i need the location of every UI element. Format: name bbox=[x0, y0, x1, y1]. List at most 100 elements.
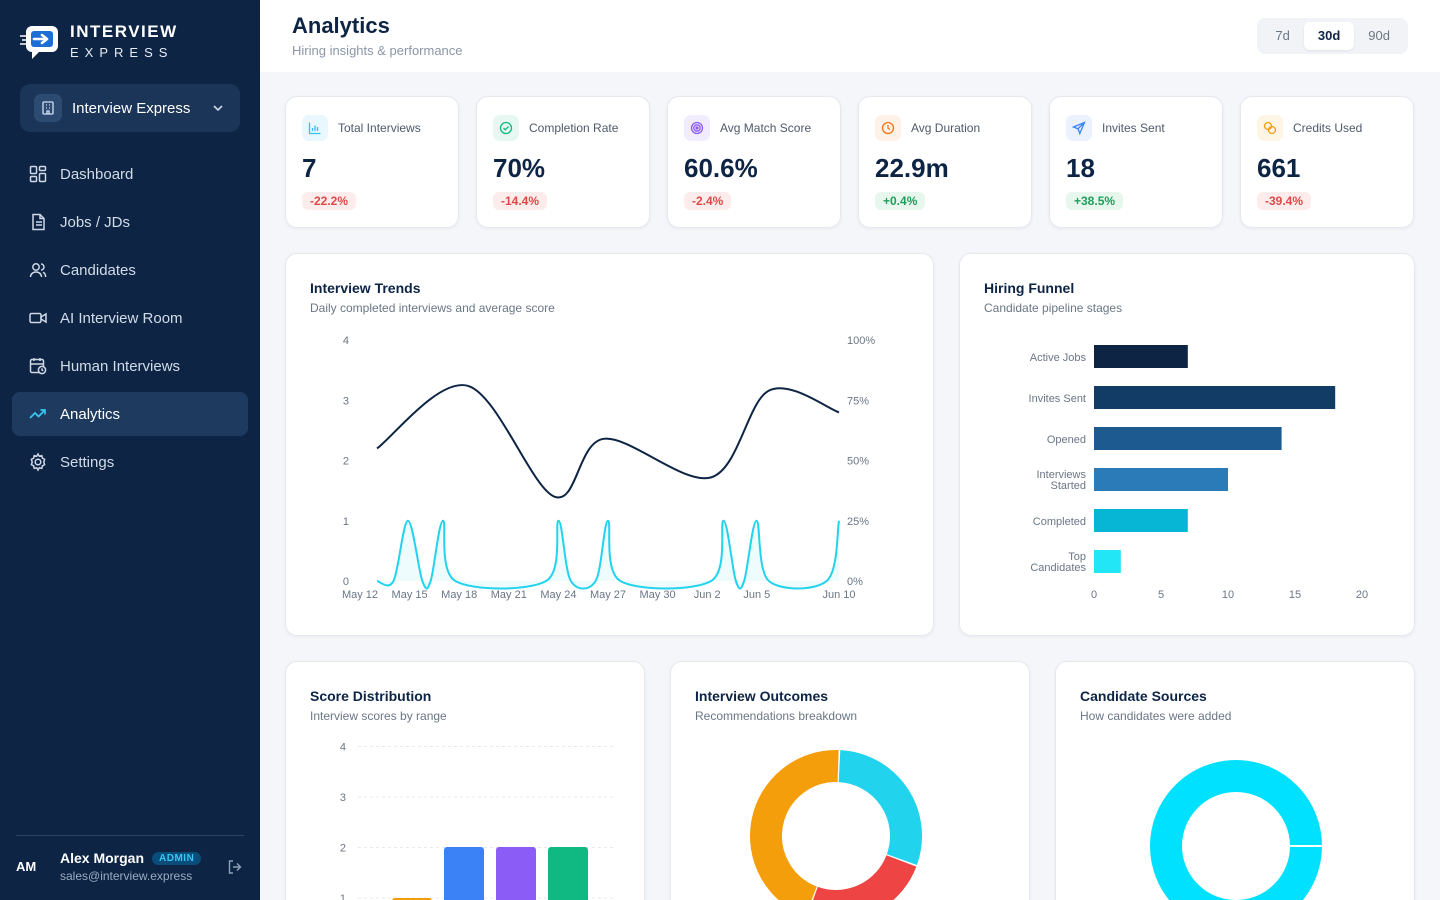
sidebar-item-label: Dashboard bbox=[60, 165, 134, 183]
funnel-bar bbox=[1094, 550, 1121, 573]
kpi-card-total-interviews: Total Interviews 7 -22.2% bbox=[285, 96, 459, 228]
x-axis-tick: May 30 bbox=[640, 589, 676, 601]
range-30d-button[interactable]: 30d bbox=[1303, 22, 1355, 50]
sidebar-item-jobs[interactable]: Jobs / JDs bbox=[12, 200, 248, 244]
kpi-value: 22.9m bbox=[875, 153, 949, 183]
kpi-change-badge: -22.2% bbox=[302, 192, 357, 210]
x-axis-tick: May 12 bbox=[342, 589, 378, 601]
sidebar-item-analytics[interactable]: Analytics bbox=[12, 392, 248, 436]
sidebar-item-label: AI Interview Room bbox=[60, 309, 183, 327]
y-axis-tick-left: 0 bbox=[343, 576, 349, 588]
kpi-card-avg-duration: Avg Duration 22.9m +0.4% bbox=[858, 96, 1032, 228]
dashboard-icon bbox=[29, 165, 47, 183]
funnel-label: Completed bbox=[1033, 516, 1086, 528]
score-bar bbox=[444, 847, 484, 900]
series-line-1 bbox=[376, 519, 840, 590]
brand[interactable]: INTERVIEW EXPRESS bbox=[20, 22, 178, 62]
sidebar-item-label: Human Interviews bbox=[60, 357, 181, 375]
x-axis-tick: Jun 5 bbox=[743, 589, 770, 601]
interview-outcomes-panel: Interview Outcomes Recommendations break… bbox=[670, 661, 1030, 900]
score-distribution-chart[interactable]: 1 2 3 4 bbox=[286, 662, 645, 900]
kpi-change-badge: +0.4% bbox=[875, 192, 926, 210]
panel-title: Hiring Funnel bbox=[984, 280, 1075, 296]
sidebar-item-settings[interactable]: Settings bbox=[12, 440, 248, 484]
series-area bbox=[377, 520, 839, 589]
check-circle-icon bbox=[493, 115, 519, 141]
document-icon bbox=[32, 213, 45, 231]
avatar[interactable]: AM bbox=[16, 859, 37, 874]
role-badge: ADMIN bbox=[152, 851, 202, 865]
donut-slice bbox=[750, 750, 839, 900]
interview-outcomes-chart[interactable] bbox=[671, 662, 1030, 900]
y-axis-tick: 3 bbox=[340, 792, 346, 804]
sidebar-item-label: Jobs / JDs bbox=[60, 213, 131, 231]
kpi-label: Credits Used bbox=[1293, 121, 1363, 135]
sidebar-item-ai-interview-room[interactable]: AI Interview Room bbox=[12, 296, 248, 340]
range-7d-button[interactable]: 7d bbox=[1275, 28, 1290, 43]
sidebar-item-human-interviews[interactable]: Human Interviews bbox=[12, 344, 248, 388]
x-axis-tick: 5 bbox=[1158, 589, 1164, 601]
funnel-label: Started bbox=[1051, 480, 1086, 492]
workspace-name: Interview Express bbox=[72, 99, 191, 117]
candidate-sources-chart[interactable] bbox=[1056, 662, 1415, 900]
panel-subtitle: Daily completed interviews and average s… bbox=[310, 301, 555, 315]
panel-subtitle: Candidate pipeline stages bbox=[984, 301, 1123, 315]
x-axis-tick: 15 bbox=[1289, 589, 1301, 601]
y-axis-tick: 2 bbox=[340, 843, 346, 855]
logout-icon[interactable] bbox=[226, 858, 244, 876]
panel-subtitle: Recommendations breakdown bbox=[695, 709, 858, 723]
page-subtitle: Hiring insights & performance bbox=[292, 43, 463, 58]
panel-title: Candidate Sources bbox=[1080, 688, 1207, 704]
date-range-toggle: 7d 30d 90d bbox=[1257, 18, 1408, 54]
y-axis-tick-right: 100% bbox=[847, 335, 875, 347]
kpi-card-completion-rate: Completion Rate 70% -14.4% bbox=[476, 96, 650, 228]
building-icon bbox=[34, 94, 62, 122]
interview-trends-panel: Interview Trends Daily completed intervi… bbox=[285, 253, 934, 636]
sidebar-item-candidates[interactable]: Candidates bbox=[12, 248, 248, 292]
page-header: Analytics Hiring insights & performance … bbox=[260, 0, 1440, 72]
kpi-value: 60.6% bbox=[684, 153, 758, 183]
sidebar-item-dashboard[interactable]: Dashboard bbox=[12, 152, 248, 196]
kpi-value: 18 bbox=[1066, 153, 1095, 183]
panel-subtitle: Interview scores by range bbox=[310, 709, 447, 723]
gear-icon bbox=[30, 452, 46, 472]
panel-title: Score Distribution bbox=[310, 688, 432, 704]
funnel-bar bbox=[1094, 427, 1282, 450]
kpi-card-invites-sent: Invites Sent 18 +38.5% bbox=[1049, 96, 1223, 228]
workspace-switcher[interactable]: Interview Express bbox=[20, 84, 240, 132]
kpi-label: Avg Duration bbox=[911, 121, 981, 135]
user-profile: AM Alex Morgan ADMIN sales@interview.exp… bbox=[16, 835, 244, 883]
kpi-label: Completion Rate bbox=[529, 121, 619, 135]
hiring-funnel-panel: Hiring Funnel Candidate pipeline stages … bbox=[959, 253, 1415, 636]
panel-title: Interview Trends bbox=[310, 280, 421, 296]
x-axis-tick: May 24 bbox=[540, 589, 576, 601]
hiring-funnel-chart[interactable]: Active Jobs Invites Sent Opened InterviewsS… bbox=[960, 254, 1415, 636]
sidebar-item-label: Analytics bbox=[60, 405, 121, 423]
funnel-bar bbox=[1094, 345, 1188, 368]
donut-slice bbox=[813, 854, 917, 900]
panel-subtitle: How candidates were added bbox=[1080, 709, 1232, 723]
brand-name: INTERVIEW bbox=[70, 22, 178, 41]
kpi-change-badge: -2.4% bbox=[684, 192, 732, 210]
x-axis-tick: 20 bbox=[1356, 589, 1368, 601]
kpi-value: 70% bbox=[493, 153, 546, 183]
y-axis-tick-right: 25% bbox=[847, 516, 869, 528]
users-icon bbox=[29, 263, 47, 278]
range-90d-button[interactable]: 90d bbox=[1368, 28, 1390, 43]
send-icon bbox=[1066, 115, 1092, 141]
brand-subname: EXPRESS bbox=[70, 45, 174, 60]
series-line-0 bbox=[376, 384, 840, 499]
score-bar bbox=[548, 847, 588, 900]
panel-title: Interview Outcomes bbox=[695, 688, 829, 704]
y-axis-tick-left: 4 bbox=[343, 335, 349, 347]
page-title: Analytics bbox=[292, 13, 390, 38]
trend-icon bbox=[29, 409, 46, 419]
chevron-down-icon bbox=[213, 105, 223, 112]
y-axis-tick-left: 3 bbox=[343, 395, 349, 407]
funnel-label: Top bbox=[1068, 551, 1086, 563]
calendar-clock-icon bbox=[29, 358, 47, 375]
funnel-label: Opened bbox=[1047, 434, 1086, 446]
sidebar-nav: Dashboard Jobs / JDs Candidates AI Inter… bbox=[12, 152, 248, 488]
interview-trends-chart[interactable]: 0 1 2 3 4 0% 25% 50% 75% 100% May 12 May 15 May 18 Ma… bbox=[286, 254, 934, 636]
x-axis-tick: Jun 10 bbox=[822, 589, 855, 601]
